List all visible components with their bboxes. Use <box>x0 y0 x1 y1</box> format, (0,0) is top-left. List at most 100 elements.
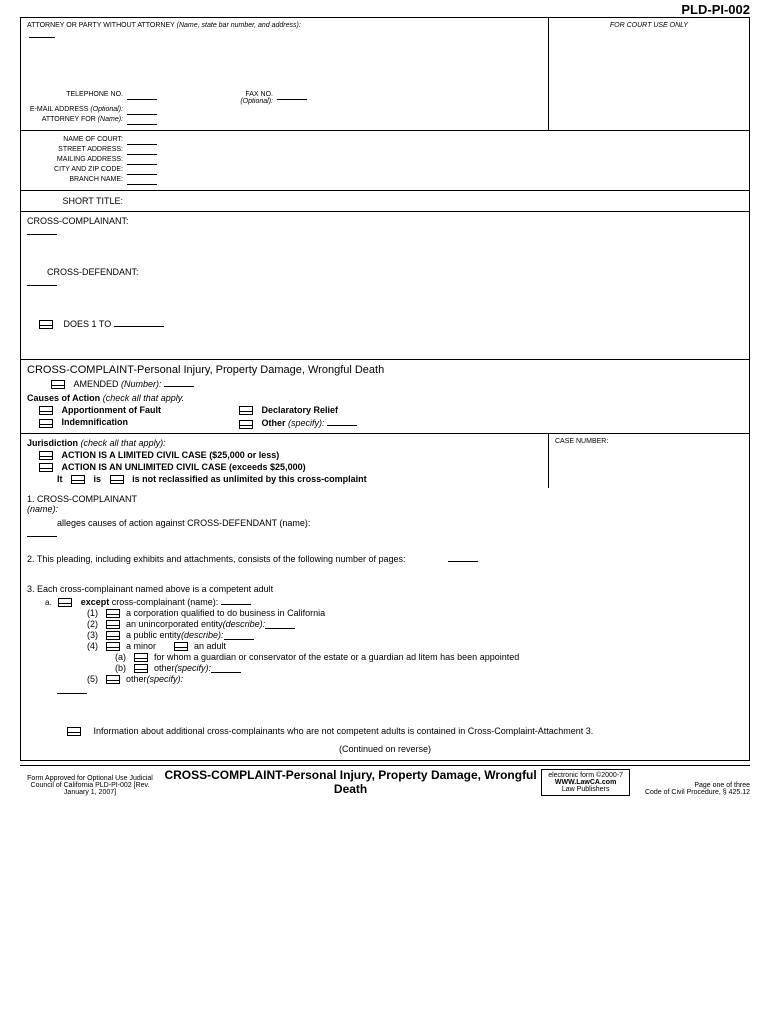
cross-complainant-label: CROSS-COMPLAINANT: <box>27 216 743 226</box>
other-cause-checkbox[interactable] <box>239 420 253 429</box>
attorney-box: ATTORNEY OR PARTY WITHOUT ATTORNEY (Name… <box>21 18 549 130</box>
amended-label: AMENDED <box>74 379 119 389</box>
item1-field[interactable] <box>27 528 57 537</box>
item2-field[interactable] <box>448 553 478 562</box>
does-field[interactable] <box>114 318 164 327</box>
except-label: except <box>81 597 110 607</box>
case-number-label: CASE NUMBER: <box>555 438 743 445</box>
limited-checkbox[interactable] <box>39 451 53 460</box>
adult-checkbox[interactable] <box>174 642 188 651</box>
other-cause-label: Other <box>262 418 286 428</box>
amended-number-hint: (Number): <box>121 379 162 389</box>
public-field[interactable] <box>224 631 254 640</box>
unlimited-label: ACTION IS AN UNLIMITED CIVIL CASE (excee… <box>62 462 306 472</box>
form-id-row: PLD-PI-002 <box>0 0 770 17</box>
attorney-header: ATTORNEY OR PARTY WITHOUT ATTORNEY (Name… <box>27 22 542 29</box>
is-label: is <box>94 474 102 484</box>
declaratory-label: Declaratory Relief <box>262 405 339 415</box>
item-2: 2. This pleading, including exhibits and… <box>27 553 743 564</box>
footer-approved: Form Approved for Optional Use Judicial … <box>20 775 160 796</box>
footer-page: Page one of three <box>630 782 750 789</box>
item1-label: 1. CROSS-COMPLAINANT <box>27 494 137 504</box>
amended-number-field[interactable] <box>164 378 194 387</box>
adult-label: an adult <box>194 641 226 651</box>
unincorp-hint: (describe): <box>223 619 266 629</box>
telephone-field[interactable] <box>127 91 157 100</box>
other4b-hint: (specify): <box>175 663 212 673</box>
footer-publisher: Law Publishers <box>548 786 623 793</box>
attorney-for-label: ATTORNEY FOR <box>42 116 96 123</box>
attorney-field[interactable] <box>29 29 55 38</box>
main-form-box: ATTORNEY OR PARTY WITHOUT ATTORNEY (Name… <box>20 17 750 761</box>
footer-electronic: electronic form ©2000-7 <box>548 772 623 779</box>
other5-checkbox[interactable] <box>106 675 120 684</box>
court-info-box: NAME OF COURT: STREET ADDRESS: MAILING A… <box>21 131 749 191</box>
unincorp-checkbox[interactable] <box>106 620 120 629</box>
minor-label: a minor <box>126 641 156 651</box>
item2-text: 2. This pleading, including exhibits and… <box>27 554 406 564</box>
does-checkbox[interactable] <box>39 320 53 329</box>
item3-text: 3. Each cross-complainant named above is… <box>27 584 743 594</box>
telephone-label: TELEPHONE NO. <box>27 91 127 105</box>
isnot-checkbox[interactable] <box>110 475 124 484</box>
other4b-field[interactable] <box>211 664 241 673</box>
other-cause-field[interactable] <box>327 417 357 426</box>
mailing-field[interactable] <box>127 156 157 165</box>
fax-label: FAX NO. <box>245 91 273 98</box>
body-section: 1. CROSS-COMPLAINANT (name): alleges cau… <box>21 488 749 760</box>
other4b-checkbox[interactable] <box>134 664 148 673</box>
cityzip-label: CITY AND ZIP CODE: <box>27 166 127 175</box>
jurisdiction-section: Jurisdiction (check all that apply): ACT… <box>21 434 749 488</box>
attachment-checkbox[interactable] <box>67 727 81 736</box>
branch-label: BRANCH NAME: <box>27 176 127 185</box>
public-checkbox[interactable] <box>106 631 120 640</box>
declaratory-checkbox[interactable] <box>239 406 253 415</box>
complaint-title-box: CROSS-COMPLAINT-Personal Injury, Propert… <box>21 360 749 433</box>
unincorp-field[interactable] <box>265 620 295 629</box>
cityzip-field[interactable] <box>127 166 157 175</box>
email-label: E-MAIL ADDRESS <box>30 106 88 113</box>
complaint-title: CROSS-COMPLAINT-Personal Injury, Propert… <box>27 364 743 376</box>
other5-label: other <box>126 674 147 684</box>
fax-field[interactable] <box>277 91 307 100</box>
form-id: PLD-PI-002 <box>681 2 750 17</box>
attorney-for-field[interactable] <box>127 116 157 125</box>
causes-label: Causes of Action <box>27 393 100 403</box>
attorney-for-row: ATTORNEY FOR (Name): <box>27 116 542 125</box>
attorney-for-hint: (Name): <box>98 116 123 123</box>
branch-field[interactable] <box>127 176 157 185</box>
causes-hint: (check all that apply. <box>103 393 184 403</box>
other5-hint: (specify): <box>147 674 184 684</box>
unlimited-checkbox[interactable] <box>39 463 53 472</box>
except-checkbox[interactable] <box>58 598 72 607</box>
corp-checkbox[interactable] <box>106 609 120 618</box>
court-name-label: NAME OF COURT: <box>27 136 127 145</box>
street-field[interactable] <box>127 146 157 155</box>
indemnification-checkbox[interactable] <box>39 419 53 428</box>
guardian-checkbox[interactable] <box>134 653 148 662</box>
item1-text: alleges causes of action against CROSS-D… <box>57 518 743 528</box>
jurisdiction-hint: (check all that apply): <box>81 438 166 448</box>
item-3: 3. Each cross-complainant named above is… <box>27 584 743 736</box>
apportionment-checkbox[interactable] <box>39 406 53 415</box>
attachment-text: Information about additional cross-compl… <box>94 726 594 736</box>
except-name-field[interactable] <box>221 596 251 605</box>
apportionment-label: Apportionment of Fault <box>62 405 161 415</box>
street-label: STREET ADDRESS: <box>27 146 127 155</box>
cross-defendant-field[interactable] <box>27 277 57 286</box>
cross-complainant-field[interactable] <box>27 226 57 235</box>
jurisdiction-left: Jurisdiction (check all that apply): ACT… <box>21 434 549 488</box>
page: PLD-PI-002 ATTORNEY OR PARTY WITHOUT ATT… <box>0 0 770 796</box>
short-title-label: SHORT TITLE: <box>27 196 127 206</box>
court-name-field[interactable] <box>127 136 157 145</box>
minor-checkbox[interactable] <box>106 642 120 651</box>
except-name-label: cross-complainant (name): <box>112 597 219 607</box>
cross-defendant-label: CROSS-DEFENDANT: <box>47 267 743 277</box>
amended-checkbox[interactable] <box>51 380 65 389</box>
corp-label: a corporation qualified to do business i… <box>126 608 325 618</box>
is-checkbox[interactable] <box>71 475 85 484</box>
email-field[interactable] <box>127 106 157 115</box>
other5-field[interactable] <box>57 685 87 694</box>
fax-optional: (Optional): <box>240 98 273 105</box>
guardian-label: for whom a guardian or conservator of th… <box>154 652 519 662</box>
